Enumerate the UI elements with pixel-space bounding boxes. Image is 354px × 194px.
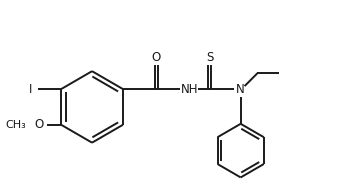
Text: CH₃: CH₃ <box>6 120 27 130</box>
Text: N: N <box>236 83 245 96</box>
Text: O: O <box>152 51 161 64</box>
Text: I: I <box>29 83 33 96</box>
Text: O: O <box>34 118 44 131</box>
Text: S: S <box>206 51 213 64</box>
Text: NH: NH <box>181 83 198 96</box>
